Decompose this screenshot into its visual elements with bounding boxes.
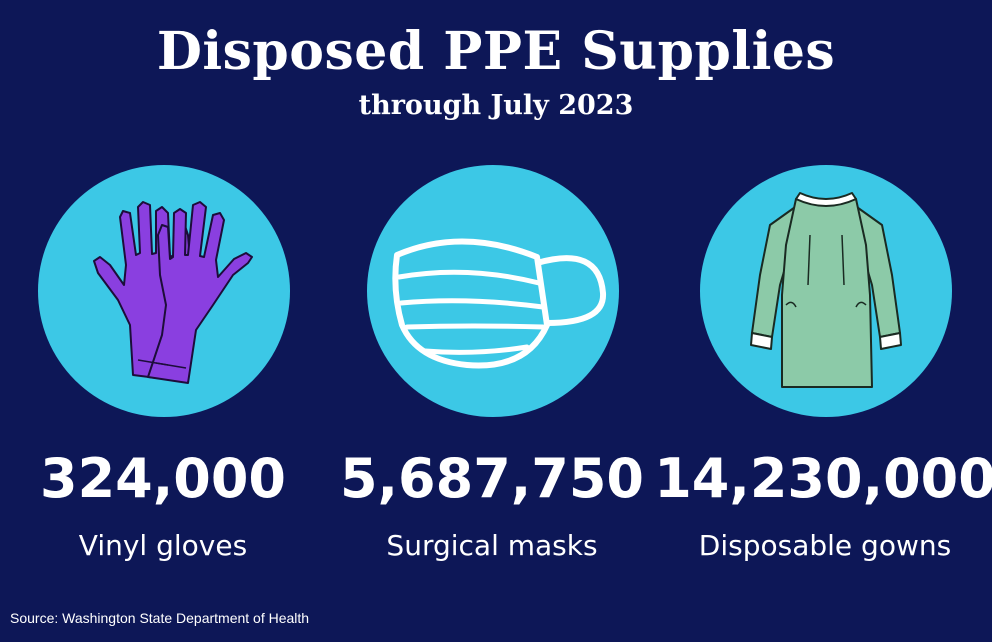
stat-card-masks: 5,687,750 Surgical masks bbox=[332, 0, 652, 642]
page-title: Disposed PPE Supplies bbox=[156, 21, 836, 82]
icon-circle bbox=[38, 165, 290, 417]
stat-value: 324,000 bbox=[40, 447, 286, 510]
page-subtitle: through July 2023 bbox=[358, 90, 634, 121]
gloves-icon bbox=[93, 201, 253, 384]
stat-card-gowns: 14,230,000 Disposable gowns bbox=[654, 0, 992, 642]
stat-card-gloves: 324,000 Vinyl gloves bbox=[3, 0, 323, 642]
gown-icon bbox=[750, 192, 902, 388]
source-note: Source: Washington State Department of H… bbox=[10, 610, 310, 626]
stat-value: 14,230,000 bbox=[654, 447, 992, 510]
stat-label: Surgical masks bbox=[386, 529, 598, 562]
surgical-mask-icon bbox=[392, 238, 607, 369]
stat-label: Vinyl gloves bbox=[78, 529, 248, 562]
icon-circle bbox=[367, 165, 619, 417]
stat-label: Disposable gowns bbox=[698, 529, 952, 562]
icon-circle bbox=[700, 165, 952, 417]
stat-value: 5,687,750 bbox=[339, 447, 645, 510]
